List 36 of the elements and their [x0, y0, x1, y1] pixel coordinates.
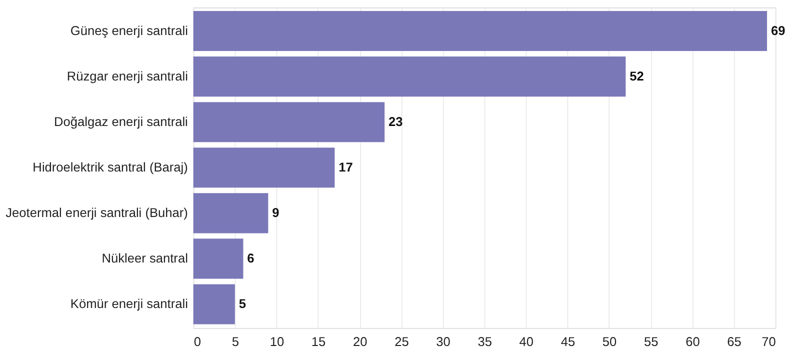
x-tick-label: 55 — [644, 334, 658, 350]
data-label: 52 — [630, 68, 644, 84]
x-tick-label: 25 — [394, 334, 409, 350]
data-label: 69 — [770, 22, 786, 38]
x-tick-label: 35 — [478, 334, 492, 350]
x-tick-label: 30 — [436, 334, 450, 350]
data-label: 23 — [388, 114, 403, 130]
x-tick-label: 60 — [686, 334, 700, 350]
x-tick-label: 65 — [727, 334, 742, 350]
x-tick-label: 45 — [560, 334, 576, 350]
x-tick-label: 50 — [602, 334, 617, 350]
y-tick-label: Rüzgar enerji santrali — [66, 68, 188, 84]
x-tick-label: 0 — [194, 334, 201, 350]
bar — [193, 148, 335, 188]
bar — [193, 284, 235, 324]
bar — [193, 10, 768, 52]
x-tick-label: 20 — [352, 334, 368, 350]
bar — [193, 56, 626, 97]
bar — [193, 238, 244, 279]
y-tick-label: Hidroelektrik santral (Baraj) — [32, 160, 188, 175]
x-tick-label: 5 — [232, 334, 239, 350]
data-label: 5 — [238, 296, 246, 312]
x-tick-label: 40 — [519, 334, 534, 350]
data-label: 6 — [247, 250, 254, 266]
data-label: 17 — [338, 160, 353, 175]
bar — [193, 102, 385, 142]
y-tick-label: Jeotermal enerji santrali (Buhar) — [6, 205, 188, 220]
x-tick-label: 10 — [270, 334, 284, 350]
y-tick-label: Kömür enerji santrali — [70, 296, 188, 312]
data-label: 9 — [272, 205, 280, 220]
x-tick-label: 70 — [762, 334, 776, 350]
y-tick-label: Doğalgaz enerji santrali — [54, 114, 188, 130]
y-tick-label: Güneş enerji santrali — [70, 22, 188, 38]
y-tick-label: Nükleer santral — [102, 250, 188, 266]
bar — [193, 193, 268, 234]
x-tick-label: 15 — [311, 334, 326, 350]
